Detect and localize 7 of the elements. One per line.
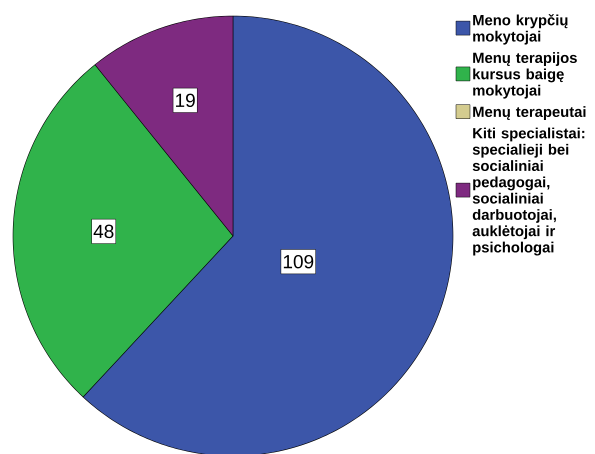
legend-label: Meno krypčių mokytojai (473, 14, 568, 45)
data-label: 48 (94, 224, 114, 238)
legend-label: Menų terapeutai (473, 106, 586, 120)
data-label: 19 (176, 94, 195, 108)
data-label: 109 (284, 254, 314, 268)
legend-label: Menų terapijos kursus baigę mokytojai (473, 52, 577, 99)
legend-label: Kiti specialistai: specialieji bei socialiniai pedagogai, socialiniai darbuotojai, auklėtojai ir psichologai (472, 128, 584, 256)
